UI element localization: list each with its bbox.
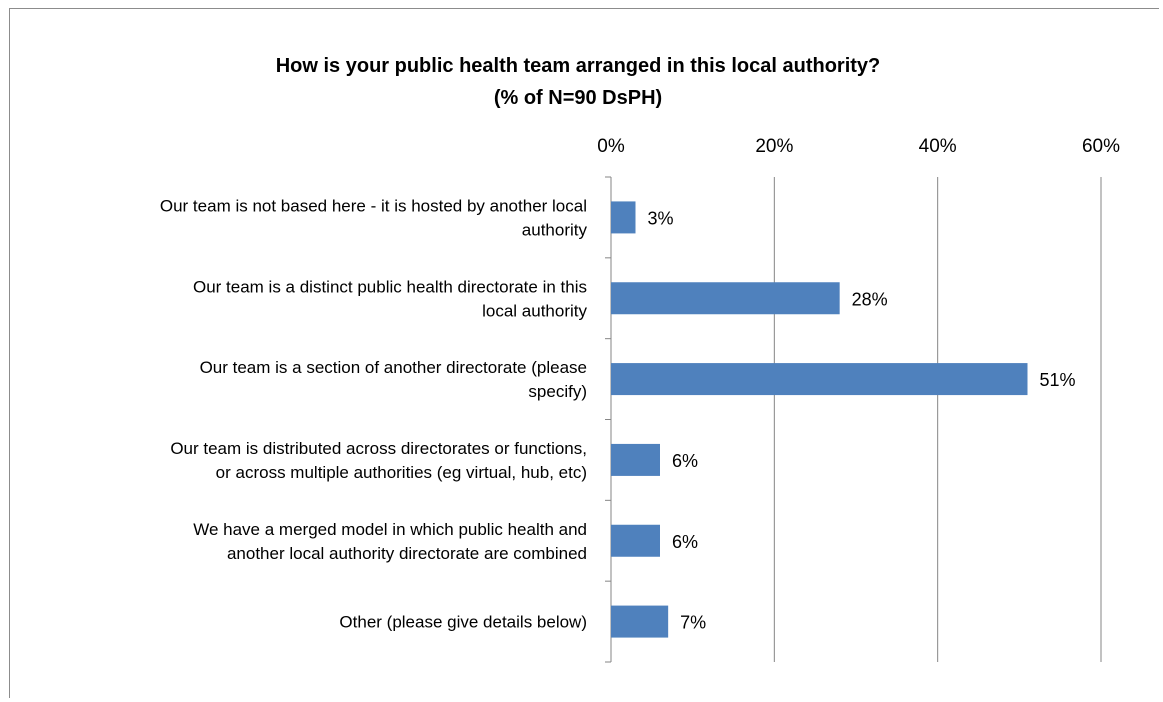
data-label-5: 6% [672, 532, 698, 552]
bar-1 [611, 201, 636, 234]
bar-3 [611, 363, 1028, 396]
bar-4 [611, 443, 660, 476]
data-label-1: 3% [648, 208, 674, 228]
category-labels: Our team is not based here - it is hoste… [160, 196, 588, 631]
x-tick-label-40: 40% [919, 136, 957, 157]
x-axis-ticks: 0% 20% 40% 60% [597, 136, 1120, 157]
bar-5 [611, 524, 660, 557]
chart-subtitle: (% of N=90 DsPH) [494, 87, 662, 109]
data-label-4: 6% [672, 451, 698, 471]
data-label-3: 51% [1040, 370, 1076, 390]
x-tick-label-60: 60% [1082, 136, 1120, 157]
x-tick-label-0: 0% [597, 136, 625, 157]
data-label-6: 7% [680, 613, 706, 633]
category-label-1: Our team is not based here - it is hoste… [160, 196, 588, 239]
gridlines [605, 176, 1102, 663]
category-label-3: Our team is a section of another directo… [200, 358, 587, 401]
bar-6 [611, 605, 669, 638]
category-label-5: We have a merged model in which public h… [193, 520, 587, 563]
category-label-6: Other (please give details below) [339, 613, 587, 632]
chart-frame [9, 8, 1159, 698]
chart-title: How is your public health team arranged … [276, 55, 881, 77]
data-label-2: 28% [852, 289, 888, 309]
bar-2 [611, 282, 840, 315]
data-labels: 3% 28% 51% 6% 6% 7% [648, 208, 1076, 632]
category-label-2: Our team is a distinct public health dir… [193, 277, 588, 320]
bars [611, 201, 1028, 638]
x-tick-label-20: 20% [755, 136, 793, 157]
category-label-4: Our team is distributed across directora… [170, 439, 587, 482]
